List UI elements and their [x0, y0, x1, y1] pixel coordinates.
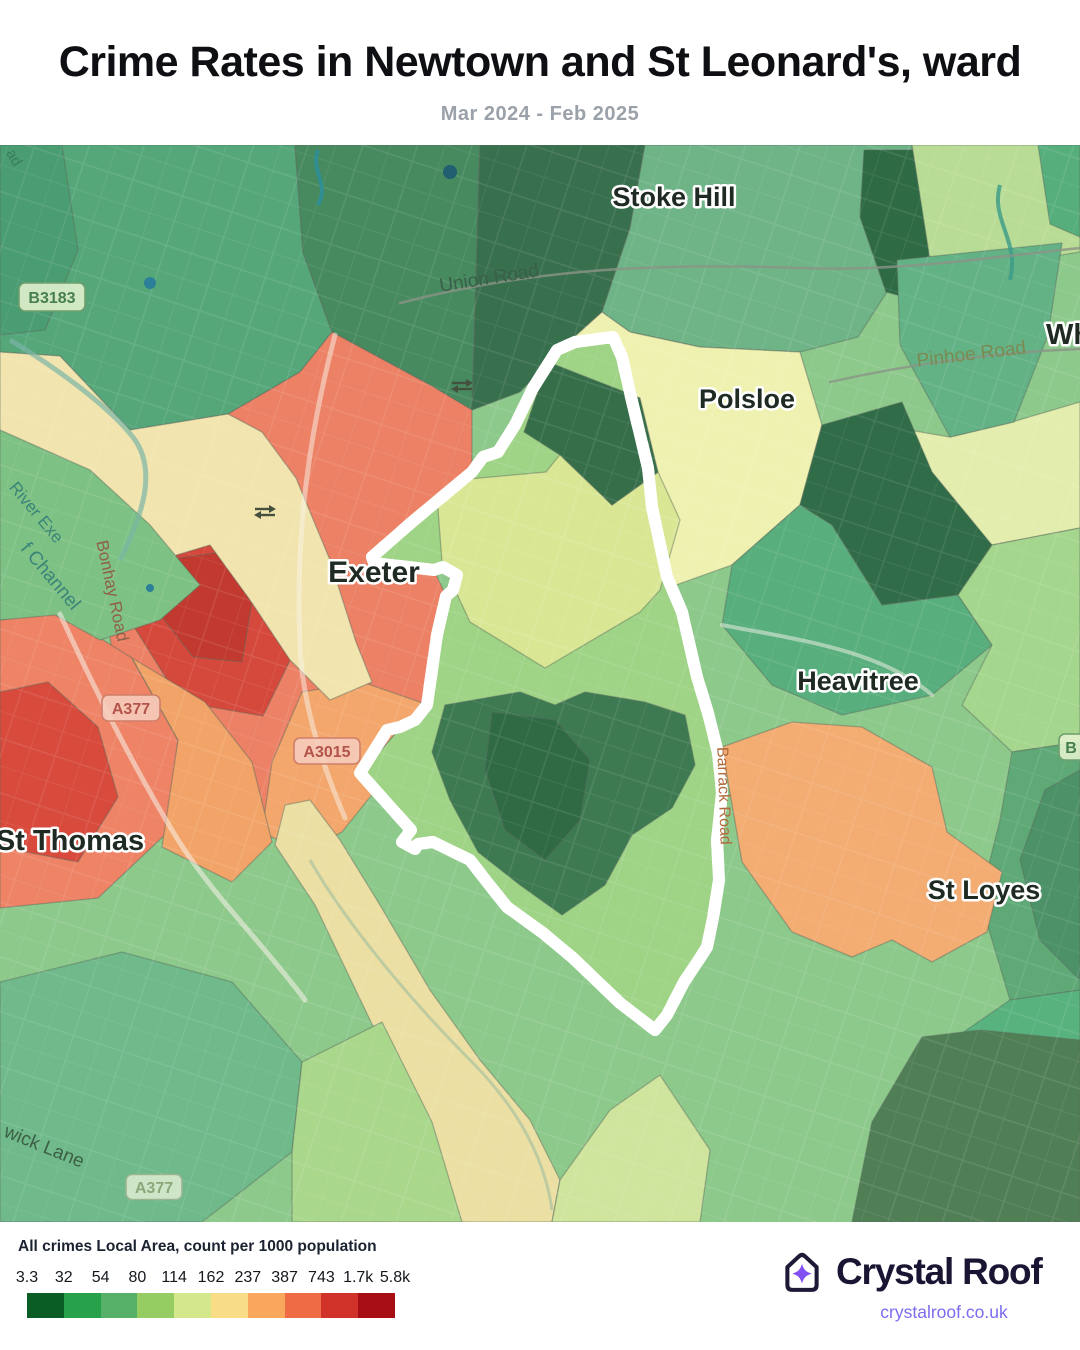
- page-title: Crime Rates in Newtown and St Leonard's,…: [58, 38, 1022, 86]
- place-label: Polsloe: [699, 384, 795, 414]
- road-shield: A377: [125, 1173, 183, 1201]
- legend-tick: 743: [308, 1269, 335, 1286]
- legend-tick: 32: [54, 1269, 73, 1286]
- place-label: Wh: [1046, 319, 1080, 351]
- road-label: Barrack Road: [713, 747, 733, 845]
- road-label: ad: [2, 146, 25, 169]
- rail-station-icon: [451, 379, 473, 393]
- legend-tick: 237: [234, 1269, 262, 1286]
- legend-color-bar: [27, 1293, 434, 1318]
- legend-tick: 1.7k: [343, 1269, 374, 1286]
- rail-station-icon: [254, 505, 276, 519]
- street-grid-texture: [0, 145, 1080, 1222]
- legend-color-swatch: [210, 1293, 248, 1318]
- legend-color-swatch: [100, 1293, 138, 1318]
- legend-tick: 114: [161, 1269, 187, 1286]
- svg-text:A3015: A3015: [303, 744, 350, 761]
- place-label: Stoke Hill: [612, 182, 735, 212]
- waterways: [8, 149, 1014, 1211]
- legend-tick: 54: [91, 1269, 110, 1286]
- brand-name: Crystal Roof: [836, 1251, 1043, 1292]
- brand-url-link[interactable]: crystalroof.co.uk: [880, 1302, 1008, 1322]
- ward-boundary: [354, 331, 728, 1036]
- road-shields: B3183 A377 A3015 A377 B: [18, 282, 1080, 1201]
- place-label: Heavitree: [797, 666, 919, 696]
- legend-tick: 5.8k: [379, 1269, 411, 1286]
- date-range-subtitle: Mar 2024 - Feb 2025: [440, 103, 640, 125]
- legend-color-swatch: [358, 1293, 395, 1318]
- legend-color-swatch: [284, 1293, 322, 1318]
- report-header: Crime Rates in Newtown and St Leonard's,…: [0, 0, 1080, 145]
- svg-text:B3183: B3183: [28, 290, 75, 307]
- legend-color-swatch: [63, 1293, 101, 1318]
- crystal-roof-branding: Crystal Roof: [776, 1244, 1043, 1300]
- road-shield: A3015: [293, 737, 361, 765]
- svg-text:B: B: [1065, 740, 1077, 757]
- legend-color-swatch: [321, 1293, 359, 1318]
- legend-tick: 387: [271, 1269, 298, 1286]
- rail-station-icons: [254, 379, 473, 519]
- legend-tick: 162: [197, 1269, 225, 1286]
- legend-color-swatch: [174, 1293, 211, 1318]
- road-shield: B3183: [18, 282, 86, 312]
- legend-color-swatch: [137, 1293, 175, 1318]
- road-shield: B: [1058, 733, 1080, 761]
- legend-title: All crimes Local Area, count per 1000 po…: [18, 1238, 377, 1255]
- map-legend: All crimes Local Area, count per 1000 po…: [14, 1238, 434, 1318]
- legend-tick: 3.3: [15, 1269, 39, 1286]
- place-label: St Loyes: [928, 875, 1041, 905]
- legend-tick-row: 3.3 32 54 80 114 162 237 387 743 1.7k 5.8k: [14, 1269, 434, 1289]
- place-label: St Thomas: [0, 825, 144, 857]
- place-labels: Stoke Hill Polsloe Exeter Heavitree St Thoma…: [0, 180, 1080, 908]
- legend-color-swatch: [27, 1293, 64, 1318]
- place-label: Exeter: [328, 556, 420, 589]
- crystal-roof-logo-icon: [785, 1252, 819, 1292]
- legend-color-swatch: [247, 1293, 285, 1318]
- svg-text:A377: A377: [135, 1180, 173, 1197]
- legend-tick: 80: [128, 1269, 147, 1286]
- svg-text:A377: A377: [112, 701, 150, 718]
- road-shield: A377: [101, 694, 161, 722]
